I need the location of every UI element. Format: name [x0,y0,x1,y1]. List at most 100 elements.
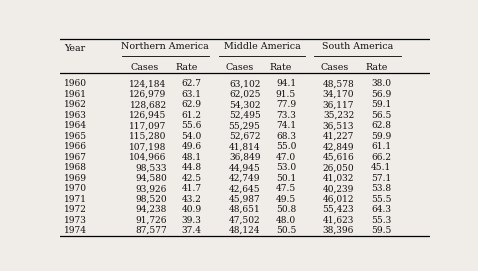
Text: 56.9: 56.9 [371,90,391,99]
Text: 94,238: 94,238 [135,205,167,214]
Text: 1974: 1974 [65,226,87,235]
Text: 73.3: 73.3 [276,111,296,120]
Text: 52,672: 52,672 [229,132,261,141]
Text: 45,987: 45,987 [229,195,261,204]
Text: 1970: 1970 [65,184,87,193]
Text: 52,495: 52,495 [229,111,261,120]
Text: 61.2: 61.2 [182,111,202,120]
Text: 36,513: 36,513 [323,121,354,130]
Text: 34,170: 34,170 [323,90,354,99]
Text: Cases: Cases [130,63,158,72]
Text: 1965: 1965 [65,132,87,141]
Text: 62.7: 62.7 [182,79,202,89]
Text: 62,025: 62,025 [229,90,261,99]
Text: 37.4: 37.4 [182,226,202,235]
Text: 49.6: 49.6 [182,142,202,151]
Text: 61.1: 61.1 [371,142,391,151]
Text: Cases: Cases [321,63,349,72]
Text: 44,945: 44,945 [229,163,261,172]
Text: 44.8: 44.8 [182,163,202,172]
Text: 48.1: 48.1 [182,153,202,162]
Text: Rate: Rate [366,63,388,72]
Text: Rate: Rate [270,63,292,72]
Text: 46,012: 46,012 [323,195,354,204]
Text: 62.8: 62.8 [371,121,391,130]
Text: 50.8: 50.8 [276,205,296,214]
Text: 38.0: 38.0 [371,79,391,89]
Text: 41,623: 41,623 [323,216,354,225]
Text: 74.1: 74.1 [276,121,296,130]
Text: 42.5: 42.5 [182,174,202,183]
Text: 115,280: 115,280 [130,132,167,141]
Text: 45,616: 45,616 [323,153,354,162]
Text: 55.6: 55.6 [181,121,202,130]
Text: 35,232: 35,232 [323,111,354,120]
Text: 1964: 1964 [65,121,87,130]
Text: 40.9: 40.9 [182,205,202,214]
Text: 42,645: 42,645 [229,184,261,193]
Text: 104,966: 104,966 [130,153,167,162]
Text: 43.2: 43.2 [182,195,202,204]
Text: 59.1: 59.1 [371,101,391,109]
Text: 38,396: 38,396 [323,226,354,235]
Text: 48,651: 48,651 [229,205,261,214]
Text: 1973: 1973 [65,216,87,225]
Text: 1967: 1967 [65,153,87,162]
Text: 98,520: 98,520 [135,195,167,204]
Text: 50.5: 50.5 [276,226,296,235]
Text: 55.5: 55.5 [371,195,391,204]
Text: 41,814: 41,814 [229,142,261,151]
Text: 55.0: 55.0 [276,142,296,151]
Text: 107,198: 107,198 [130,142,167,151]
Text: 117,097: 117,097 [130,121,167,130]
Text: 49.5: 49.5 [276,195,296,204]
Text: 1962: 1962 [65,101,87,109]
Text: 47.5: 47.5 [276,184,296,193]
Text: 41,032: 41,032 [323,174,354,183]
Text: 94.1: 94.1 [276,79,296,89]
Text: 55,423: 55,423 [323,205,354,214]
Text: 54.0: 54.0 [181,132,202,141]
Text: 40,239: 40,239 [323,184,354,193]
Text: 66.2: 66.2 [371,153,391,162]
Text: Middle America: Middle America [224,42,300,51]
Text: 45.1: 45.1 [371,163,391,172]
Text: 1969: 1969 [65,174,87,183]
Text: 42,849: 42,849 [323,142,354,151]
Text: 1968: 1968 [65,163,87,172]
Text: 42,749: 42,749 [229,174,261,183]
Text: 36,117: 36,117 [323,101,354,109]
Text: Rate: Rate [175,63,198,72]
Text: 68.3: 68.3 [276,132,296,141]
Text: 91,726: 91,726 [135,216,167,225]
Text: 53.0: 53.0 [276,163,296,172]
Text: Year: Year [65,44,86,53]
Text: 47,502: 47,502 [229,216,261,225]
Text: 48,578: 48,578 [323,79,354,89]
Text: 55.3: 55.3 [371,216,391,225]
Text: Northern America: Northern America [121,42,209,51]
Text: 56.5: 56.5 [371,111,391,120]
Text: 41,227: 41,227 [323,132,354,141]
Text: 36,849: 36,849 [229,153,261,162]
Text: 1971: 1971 [65,195,87,204]
Text: 59.9: 59.9 [371,132,391,141]
Text: 62.9: 62.9 [182,101,202,109]
Text: 50.1: 50.1 [276,174,296,183]
Text: 48.0: 48.0 [276,216,296,225]
Text: 47.0: 47.0 [276,153,296,162]
Text: 91.5: 91.5 [276,90,296,99]
Text: Cases: Cases [226,63,254,72]
Text: 87,577: 87,577 [135,226,167,235]
Text: 126,945: 126,945 [130,111,167,120]
Text: 63.1: 63.1 [182,90,202,99]
Text: 1963: 1963 [65,111,87,120]
Text: 1966: 1966 [65,142,87,151]
Text: 26,050: 26,050 [323,163,354,172]
Text: 54,302: 54,302 [229,101,261,109]
Text: 53.8: 53.8 [371,184,391,193]
Text: 55,295: 55,295 [228,121,261,130]
Text: 63,102: 63,102 [229,79,261,89]
Text: 48,124: 48,124 [229,226,261,235]
Text: 1961: 1961 [65,90,87,99]
